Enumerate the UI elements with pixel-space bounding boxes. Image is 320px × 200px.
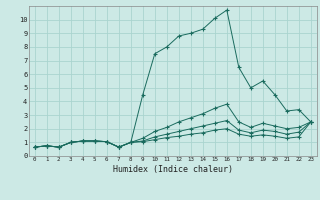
X-axis label: Humidex (Indice chaleur): Humidex (Indice chaleur) — [113, 165, 233, 174]
